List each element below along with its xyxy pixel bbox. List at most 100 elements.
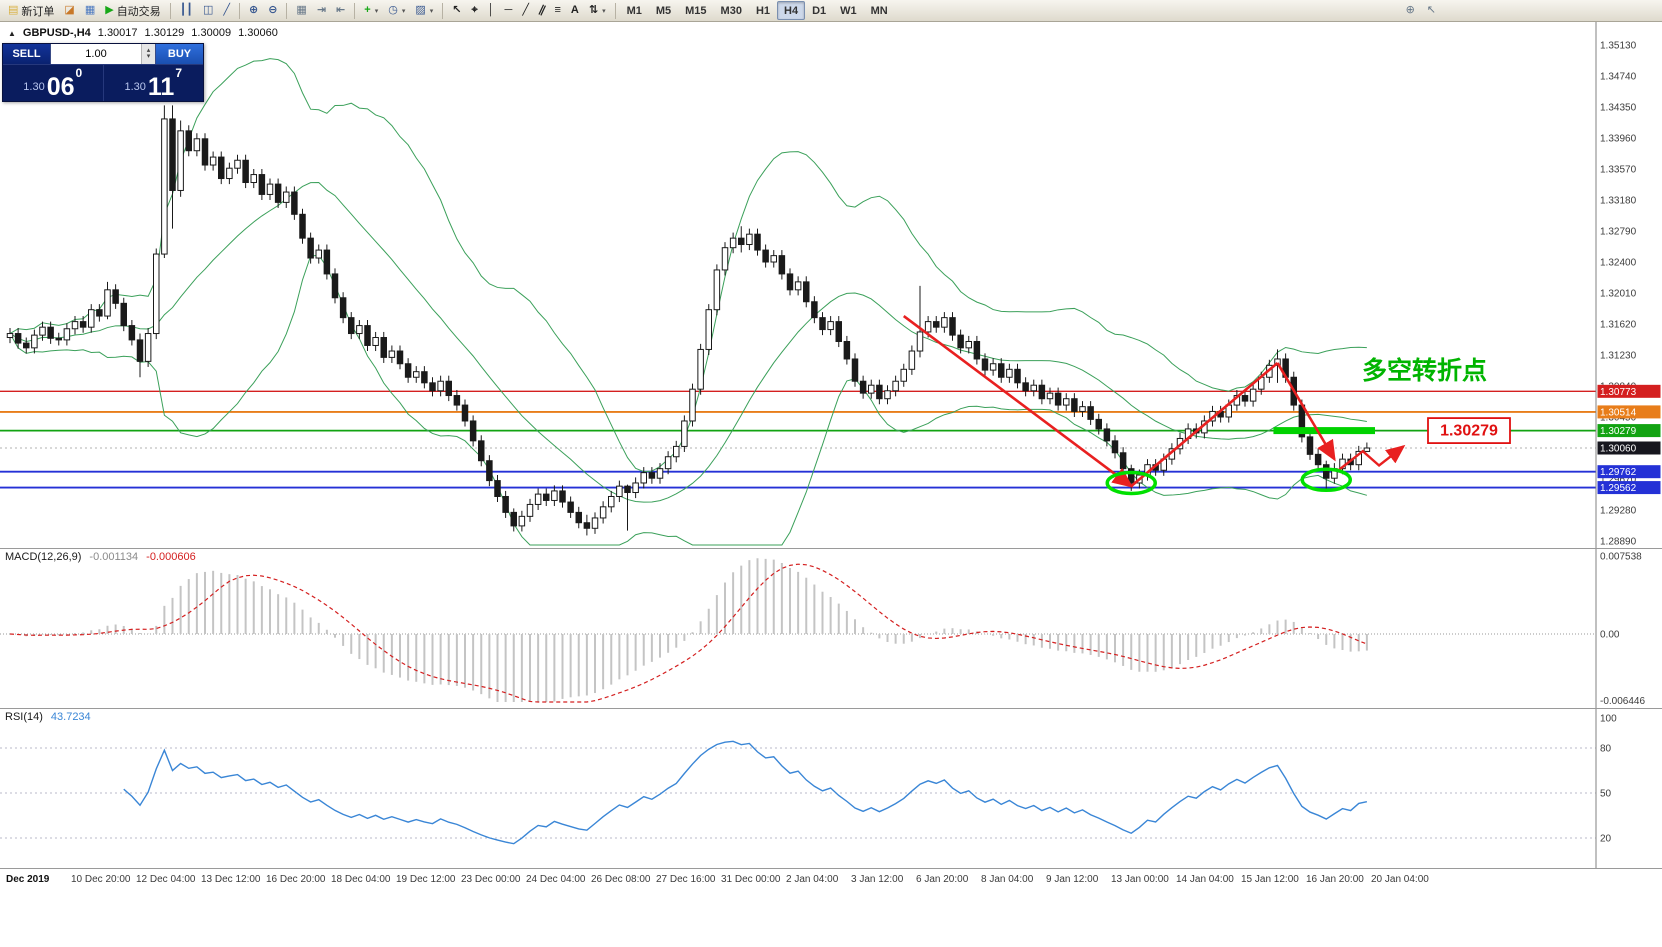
highlight-ellipse xyxy=(1105,470,1157,496)
buy-button[interactable]: BUY xyxy=(156,44,203,64)
timeframe-m5-button[interactable]: M5 xyxy=(649,1,678,20)
time-label: 16 Jan 20:00 xyxy=(1306,874,1364,885)
time-axis[interactable]: Dec 2019 10 Dec 20:00 12 Dec 04:00 13 Dec 1… xyxy=(0,869,1662,895)
new-chart-button[interactable]: ◪ xyxy=(59,1,79,20)
macd-axis-label: 0.00 xyxy=(1600,630,1620,641)
crosshair-button[interactable]: ⌖ xyxy=(466,1,482,20)
horizontal-line-button[interactable]: ─ xyxy=(500,1,518,20)
macd-value: -0.001134 xyxy=(89,551,139,563)
arrows-button[interactable]: ⇅ ▾ xyxy=(584,1,611,20)
play-icon: ▶ xyxy=(105,4,114,16)
one-click-toggle-icon[interactable]: ▲ xyxy=(8,28,16,38)
chart-shift-button[interactable]: ⇤ xyxy=(331,1,350,20)
rsi-axis-label: 20 xyxy=(1600,834,1612,845)
turning-point-annotation: 多空转折点 xyxy=(1362,356,1487,385)
line-chart-button[interactable]: ╱ xyxy=(218,1,235,20)
time-label: 14 Jan 04:00 xyxy=(1176,874,1234,885)
magnifier-icon: ⊕ xyxy=(1405,4,1415,16)
volume-value[interactable]: 1.00 xyxy=(85,48,107,60)
pointer-icon: ↖ xyxy=(1426,4,1436,16)
spinner-up-icon[interactable]: ▴ xyxy=(146,47,151,55)
toolbar-separator xyxy=(614,2,616,19)
timeframe-m1-button[interactable]: M1 xyxy=(620,1,649,20)
macd-axis: 0.007538 0.00 -0.006446 xyxy=(1595,548,1662,708)
rsi-panel-canvas[interactable]: 100 80 50 20 xyxy=(0,708,1662,868)
price-tick-label: 1.32010 xyxy=(1600,289,1637,300)
time-label: 9 Jan 12:00 xyxy=(1046,874,1099,885)
time-label: 12 Dec 04:00 xyxy=(136,874,196,885)
text-button[interactable]: A xyxy=(566,1,584,20)
new-order-button[interactable]: ▤ 新订单 xyxy=(3,1,59,20)
timeframe-w1-button[interactable]: W1 xyxy=(833,1,864,20)
timeframe-m15-button[interactable]: M15 xyxy=(678,1,713,20)
zigzag-forecast-arrow xyxy=(1337,444,1406,472)
indicators-button[interactable]: + ▾ xyxy=(359,1,383,20)
fibonacci-button[interactable]: ≡ xyxy=(549,1,565,20)
timeframe-h4-button[interactable]: H4 xyxy=(777,1,806,20)
timeframe-h1-button-label: H1 xyxy=(755,4,771,17)
toolbar-separator xyxy=(442,2,444,19)
vertical-line-button[interactable]: │ xyxy=(483,1,500,20)
spinner-down-icon[interactable]: ▾ xyxy=(146,53,151,60)
ask-price-display[interactable]: 1.30 11 7 xyxy=(104,65,204,101)
levels-layer[interactable] xyxy=(0,390,1596,489)
cursor-button[interactable]: ↖ xyxy=(447,1,466,20)
panel-separator-macd[interactable] xyxy=(0,548,1662,549)
toolbar-separator xyxy=(169,2,171,19)
profiles-button[interactable]: ▦ xyxy=(80,1,100,20)
timeframe-w1-button-label: W1 xyxy=(840,4,857,17)
candles-layer xyxy=(6,105,1371,536)
auto-scroll-button[interactable]: ⇥ xyxy=(312,1,331,20)
timeframe-h1-button[interactable]: H1 xyxy=(749,1,777,20)
candlestick-icon: ◫ xyxy=(202,4,214,16)
toolbar-separator xyxy=(238,2,240,19)
timeframe-mn-button[interactable]: MN xyxy=(864,1,895,20)
time-label: 26 Dec 08:00 xyxy=(591,874,651,885)
add-indicator-icon: + xyxy=(364,4,371,16)
channel-button[interactable]: ∥ xyxy=(534,1,550,20)
time-label: 3 Jan 12:00 xyxy=(851,874,904,885)
zoom-in-button[interactable]: ⊕ xyxy=(244,1,263,20)
cursor-icon: ↖ xyxy=(452,4,462,16)
symbol-ohlc-line: ▲ GBPUSD-,H4 1.30017 1.30129 1.30009 1.3… xyxy=(8,27,278,39)
price-tick-label: 1.34740 xyxy=(1600,72,1637,83)
rsi-axis-label: 50 xyxy=(1600,789,1612,800)
trendline-button[interactable]: ╱ xyxy=(517,1,534,20)
level-price-label: 1.29562 xyxy=(1600,483,1637,494)
bid-price-display[interactable]: 1.30 06 0 xyxy=(3,65,103,101)
new-order-button-label: 新订单 xyxy=(21,5,55,18)
autotrading-button[interactable]: ▶ 自动交易 xyxy=(100,1,165,20)
price-divider xyxy=(102,65,104,101)
trend-arrow xyxy=(902,315,1134,488)
macd-panel-canvas[interactable]: 0.007538 0.00 -0.006446 xyxy=(0,548,1662,708)
bar-chart-button[interactable]: ┃┃ xyxy=(175,1,198,20)
ohlc-low: 1.30009 xyxy=(191,27,232,39)
chart-drawings[interactable]: 多空转折点 1.30279 xyxy=(902,315,1511,496)
zoom-out-button[interactable]: ⊖ xyxy=(263,1,282,20)
level-price-label: 1.30514 xyxy=(1600,407,1637,418)
price-tick-label: 1.33180 xyxy=(1600,196,1637,207)
candlestick-button[interactable]: ◫ xyxy=(198,1,218,20)
volume-input[interactable]: 1.00 ▴ ▾ xyxy=(50,44,156,64)
timeframe-d1-button[interactable]: D1 xyxy=(805,1,833,20)
macd-signal-value: -0.000606 xyxy=(146,551,196,563)
time-label: 16 Dec 20:00 xyxy=(266,874,326,885)
timeframe-m30-button[interactable]: M30 xyxy=(714,1,749,20)
text-icon: A xyxy=(570,4,579,16)
sell-button[interactable]: SELL xyxy=(3,44,50,64)
new-order-icon: ▤ xyxy=(8,4,19,16)
price-tick-label: 1.33570 xyxy=(1600,165,1637,176)
quick-zoom-button[interactable]: ⊕ xyxy=(1401,1,1420,20)
horizontal-line-icon: ─ xyxy=(504,4,513,16)
templates-button[interactable]: ▨ ▾ xyxy=(410,1,438,20)
main-chart-canvas[interactable]: 多空转折点 1.30279 1.35130 1.34740 1.34350 1.33960… xyxy=(0,22,1662,548)
price-axis[interactable]: 1.35130 1.34740 1.34350 1.33960 1.33570 1.331… xyxy=(1595,22,1662,548)
support-zone-bar xyxy=(1273,427,1375,435)
timeframe-m5-button-label: M5 xyxy=(655,4,672,17)
periods-button[interactable]: ◷ ▾ xyxy=(383,1,410,20)
chart-shift-icon: ⇤ xyxy=(336,4,346,16)
quick-pointer-button[interactable]: ↖ xyxy=(1422,1,1441,20)
panel-separator-rsi[interactable] xyxy=(0,708,1662,709)
tile-windows-button[interactable]: ▦ xyxy=(291,1,311,20)
time-label: Dec 2019 xyxy=(6,874,50,885)
